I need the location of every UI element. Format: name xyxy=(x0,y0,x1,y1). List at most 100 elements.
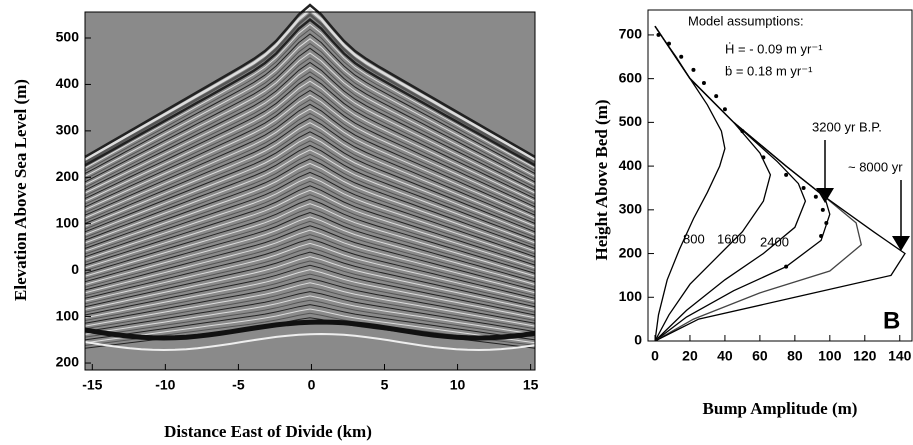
data-point xyxy=(819,234,824,239)
radar-layer xyxy=(84,61,536,191)
annotation: ḃ = 0.18 m yr⁻¹ xyxy=(725,63,813,78)
radar-layer xyxy=(84,71,536,197)
y-tick-label: 200 xyxy=(56,354,80,370)
radar-layer xyxy=(84,264,536,316)
frame xyxy=(84,11,536,371)
radar-layer xyxy=(84,242,536,302)
data-point xyxy=(820,207,825,212)
radar-layer xyxy=(84,47,536,183)
data-point xyxy=(824,220,829,225)
curve xyxy=(654,25,906,342)
y-tick-label: 300 xyxy=(619,201,643,217)
radar-layer xyxy=(84,126,536,230)
x-tick-label: -10 xyxy=(155,377,175,393)
arrow-head xyxy=(892,236,910,251)
data-point xyxy=(761,155,766,160)
x-tick-label: 60 xyxy=(752,348,768,364)
radar-layer xyxy=(84,211,536,283)
x-tick-label: 120 xyxy=(853,348,877,364)
radar-layer xyxy=(84,112,536,222)
radar-layer xyxy=(84,8,536,161)
radar-layer xyxy=(84,38,536,177)
radar-background xyxy=(85,12,535,370)
radar-layer xyxy=(84,207,536,280)
x-tick-label: -5 xyxy=(232,377,245,393)
radar-layer xyxy=(84,194,536,272)
radar-layer xyxy=(84,75,536,200)
radargram xyxy=(84,3,536,370)
x-tick-label: 100 xyxy=(818,348,842,364)
x-axis-label: Distance East of Divide (km) xyxy=(164,422,372,441)
data-point xyxy=(740,129,745,134)
data-point xyxy=(656,32,661,37)
radar-layer xyxy=(84,153,536,247)
radar-layer xyxy=(84,247,536,305)
radar-layer xyxy=(84,176,536,260)
data-point xyxy=(679,54,684,59)
x-tick-label: 0 xyxy=(308,377,316,393)
radar-layer xyxy=(84,198,536,274)
radar-layer xyxy=(84,180,536,263)
radar-layer xyxy=(84,225,536,291)
data-point xyxy=(701,81,706,86)
radar-layer xyxy=(84,94,536,211)
radar-layer xyxy=(84,167,536,255)
radar-layer xyxy=(84,99,536,213)
radar-layer xyxy=(84,52,536,186)
x-tick-label: 140 xyxy=(888,348,912,364)
radar-layer xyxy=(84,216,536,285)
radar-layer xyxy=(84,117,536,224)
y-tick-label: 700 xyxy=(619,26,643,42)
y-tick-label: 400 xyxy=(56,75,80,91)
radar-layer xyxy=(84,251,536,308)
radar-layer xyxy=(84,295,536,335)
data-point xyxy=(801,185,806,190)
data-point xyxy=(813,194,818,199)
radar-layer xyxy=(84,269,536,319)
radar-layer xyxy=(84,140,536,238)
y-tick-label: 300 xyxy=(56,122,80,138)
radar-layer xyxy=(84,80,536,202)
radar-layer xyxy=(84,57,536,188)
y-tick-label: 100 xyxy=(56,214,80,230)
radar-layer xyxy=(84,291,536,333)
curve xyxy=(654,25,726,342)
radar-layer xyxy=(84,122,536,227)
arrow-head xyxy=(816,188,834,203)
radar-layer xyxy=(84,17,536,167)
y-tick-label: 500 xyxy=(619,113,643,129)
bed-reflection xyxy=(84,319,536,341)
radar-layer xyxy=(84,171,536,258)
data-point xyxy=(714,94,719,99)
y-tick-label: 100 xyxy=(56,307,80,323)
radar-layer xyxy=(84,256,536,310)
data-point xyxy=(722,107,727,112)
x-axis-label: Bump Amplitude (m) xyxy=(703,399,858,418)
y-axis-label: Elevation Above Sea Level (m) xyxy=(11,79,30,301)
radar-layer xyxy=(84,149,536,244)
y-tick-label: 500 xyxy=(56,29,80,45)
y-axis-label: Height Above Bed (m) xyxy=(592,99,611,260)
radar-layer xyxy=(84,89,536,208)
frame xyxy=(647,9,913,342)
x-tick-label: 40 xyxy=(717,348,733,364)
radar-layer xyxy=(84,33,536,175)
radar-layer xyxy=(84,238,536,299)
data-point xyxy=(784,264,789,269)
radar-layer xyxy=(84,189,536,269)
y-tick-label: 100 xyxy=(619,288,643,304)
radar-layer xyxy=(84,158,536,249)
y-tick-label: 0 xyxy=(71,261,79,277)
annotation: Ḣ = - 0.09 m yr⁻¹ xyxy=(725,41,823,56)
curve-label: 3200 yr B.P. xyxy=(812,119,882,134)
radar-layer xyxy=(84,131,536,233)
radar-layer xyxy=(84,229,536,294)
data-point xyxy=(691,67,696,72)
radar-layer xyxy=(84,286,536,330)
radar-layer xyxy=(84,308,536,344)
radar-layer xyxy=(84,3,536,159)
radar-layer xyxy=(84,277,536,324)
radar-layer xyxy=(84,28,536,172)
radar-layer xyxy=(84,103,536,216)
